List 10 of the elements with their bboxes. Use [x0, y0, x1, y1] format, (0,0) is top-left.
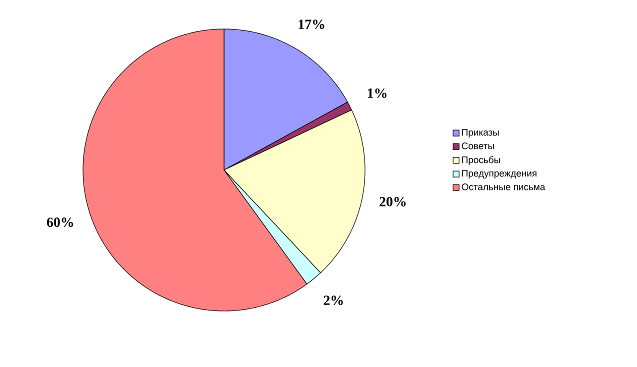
legend-label: Просьбы: [462, 156, 500, 166]
legend-label: Остальные письма: [462, 184, 546, 190]
data-label: 60%: [46, 218, 74, 228]
legend-label: Советы: [462, 142, 494, 150]
data-label: 1%: [368, 88, 386, 98]
legend-label: Приказы: [462, 129, 499, 138]
data-label: 2%: [324, 296, 343, 306]
data-label: 20%: [380, 196, 406, 206]
data-label: 17%: [298, 20, 324, 30]
legend-label: Предупреждения: [462, 170, 536, 179]
